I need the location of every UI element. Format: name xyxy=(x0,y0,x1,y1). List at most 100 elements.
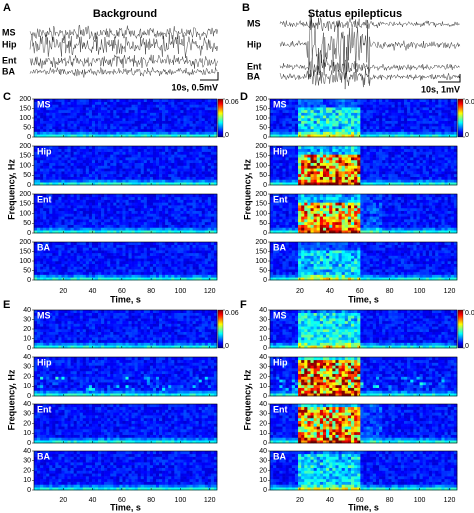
spectrogram-cell xyxy=(199,113,202,116)
spectrogram-cell xyxy=(122,275,125,278)
spectrogram-cell xyxy=(138,202,141,205)
spectrogram-cell xyxy=(55,166,58,169)
spectrogram-cell xyxy=(40,258,43,261)
spectrogram-cell xyxy=(138,163,141,166)
spectrogram-cell xyxy=(144,202,147,205)
spectrogram-cell xyxy=(162,157,165,160)
spectrogram-cell xyxy=(68,177,71,180)
spectrogram-cell xyxy=(113,121,116,124)
spectrogram-cell xyxy=(180,115,183,118)
spectrogram-cell xyxy=(129,160,132,163)
spectrogram-cell xyxy=(162,219,165,222)
spectrogram-cell xyxy=(183,177,186,180)
spectrogram-cell xyxy=(135,200,138,203)
panel-title: Status epilepticus xyxy=(308,8,402,20)
spectrogram-cell xyxy=(211,211,214,214)
spectrogram-cell xyxy=(171,123,174,126)
spectrogram-cell xyxy=(153,242,156,245)
spectrogram-cell xyxy=(61,132,64,135)
spectrogram-cell xyxy=(141,171,144,174)
spectrogram-cell xyxy=(174,205,177,208)
spectrogram-cell xyxy=(168,118,171,121)
spectrogram-cell xyxy=(77,99,80,102)
spectrogram-cell xyxy=(187,194,190,197)
spectrogram-cell xyxy=(129,110,132,113)
spectrogram-cell xyxy=(317,132,320,135)
spectrogram-cell xyxy=(74,166,77,169)
spectrogram-cell xyxy=(37,166,40,169)
spectrogram-cell xyxy=(177,146,180,149)
spectrogram-cell xyxy=(95,245,98,248)
spectrogram-cell xyxy=(165,121,168,124)
spectrogram-cell xyxy=(147,171,150,174)
spectrogram-cell xyxy=(141,261,144,264)
spectrogram-cell xyxy=(132,104,135,107)
colorbar-tick-label: 0 xyxy=(225,132,229,139)
spectrogram-cell xyxy=(49,258,52,261)
spectrogram-cell xyxy=(37,115,40,118)
spectrogram-cell xyxy=(58,146,61,149)
spectrogram-cell xyxy=(98,264,101,267)
spectrogram-cell xyxy=(165,129,168,132)
spectrogram-cell xyxy=(86,256,89,259)
spectrogram-cell xyxy=(180,149,183,152)
spectrogram-cell xyxy=(147,115,150,118)
spectrogram-cell xyxy=(320,99,323,102)
spectrogram-cell xyxy=(98,168,101,171)
spectrogram-cell xyxy=(46,118,49,121)
spectrogram-cell xyxy=(40,272,43,275)
spectrogram-cell xyxy=(153,132,156,135)
spectrogram-cell xyxy=(40,205,43,208)
spectrogram-cell xyxy=(119,129,122,132)
spectrogram-cell xyxy=(147,194,150,197)
spectrogram-cell xyxy=(147,168,150,171)
spectrogram-cell xyxy=(196,129,199,132)
spectrogram-cell xyxy=(43,160,46,163)
spectrogram-cell xyxy=(122,242,125,245)
spectrogram-cell xyxy=(147,197,150,200)
spectrogram-cell xyxy=(199,152,202,155)
spectrogram-cell xyxy=(98,208,101,211)
spectrogram-cell xyxy=(199,104,202,107)
spectrogram-cell xyxy=(150,264,153,267)
spectrogram-cell xyxy=(86,194,89,197)
spectrogram-cell xyxy=(58,216,61,219)
spectrogram-cell xyxy=(101,146,104,149)
spectrogram-cell xyxy=(147,214,150,217)
spectrogram-cell xyxy=(113,99,116,102)
spectrogram-cell xyxy=(122,129,125,132)
spectrogram-cell xyxy=(180,219,183,222)
spectrogram-cell xyxy=(126,222,129,225)
spectrogram-cell xyxy=(211,205,214,208)
spectrogram-cell xyxy=(141,168,144,171)
spectrogram-cell xyxy=(279,113,282,116)
spectrogram-cell xyxy=(183,102,186,105)
spectrogram-cell xyxy=(110,264,113,267)
spectrogram-cell xyxy=(144,261,147,264)
spectrogram-cell xyxy=(95,168,98,171)
spectrogram-cell xyxy=(202,242,205,245)
spectrogram-cell xyxy=(107,113,110,116)
spectrogram-cell xyxy=(171,214,174,217)
spectrogram-cell xyxy=(80,118,83,121)
spectrogram-cell xyxy=(159,194,162,197)
spectrogram-cell xyxy=(295,102,298,105)
spectrogram-cell xyxy=(113,146,116,149)
spectrogram-cell xyxy=(311,99,314,102)
spectrogram-cell xyxy=(144,107,147,110)
spectrogram-cell xyxy=(61,247,64,250)
spectrogram-cell xyxy=(150,208,153,211)
spectrogram-cell xyxy=(104,264,107,267)
spectrogram-cell xyxy=(190,163,193,166)
spectrogram-cell xyxy=(132,149,135,152)
spectrogram-cell xyxy=(65,123,68,126)
spectrogram-cell xyxy=(196,166,199,169)
spectrogram-cell xyxy=(211,126,214,129)
spectrogram-cell xyxy=(141,115,144,118)
spectrogram-cell xyxy=(144,225,147,228)
spectrogram-cell xyxy=(150,102,153,105)
spectrogram-cell xyxy=(153,250,156,253)
spectrogram-cell xyxy=(202,197,205,200)
spectrogram-cell xyxy=(68,179,71,182)
spectrogram-cell xyxy=(187,269,190,272)
